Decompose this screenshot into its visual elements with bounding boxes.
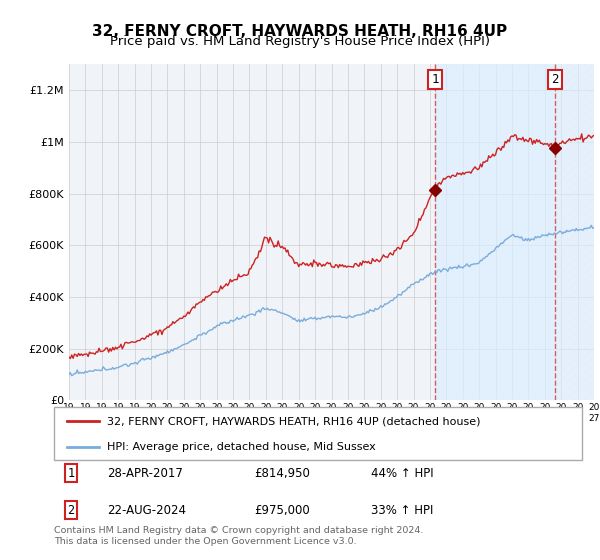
Text: Price paid vs. HM Land Registry's House Price Index (HPI): Price paid vs. HM Land Registry's House …: [110, 35, 490, 48]
Text: Contains HM Land Registry data © Crown copyright and database right 2024.
This d: Contains HM Land Registry data © Crown c…: [54, 526, 424, 546]
Text: £975,000: £975,000: [254, 503, 310, 516]
Text: 22-AUG-2024: 22-AUG-2024: [107, 503, 186, 516]
Text: 32, FERNY CROFT, HAYWARDS HEATH, RH16 4UP: 32, FERNY CROFT, HAYWARDS HEATH, RH16 4U…: [92, 24, 508, 39]
Text: 28-APR-2017: 28-APR-2017: [107, 466, 182, 479]
Text: 1: 1: [431, 73, 439, 86]
Text: 44% ↑ HPI: 44% ↑ HPI: [371, 466, 433, 479]
Text: 2: 2: [67, 503, 74, 516]
Text: 2: 2: [551, 73, 559, 86]
Bar: [435, 64, 555, 400]
Text: HPI: Average price, detached house, Mid Sussex: HPI: Average price, detached house, Mid …: [107, 442, 376, 452]
Text: 33% ↑ HPI: 33% ↑ HPI: [371, 503, 433, 516]
Text: £814,950: £814,950: [254, 466, 311, 479]
Bar: [555, 64, 594, 400]
Text: 1: 1: [67, 466, 74, 479]
Text: 32, FERNY CROFT, HAYWARDS HEATH, RH16 4UP (detached house): 32, FERNY CROFT, HAYWARDS HEATH, RH16 4U…: [107, 417, 481, 427]
